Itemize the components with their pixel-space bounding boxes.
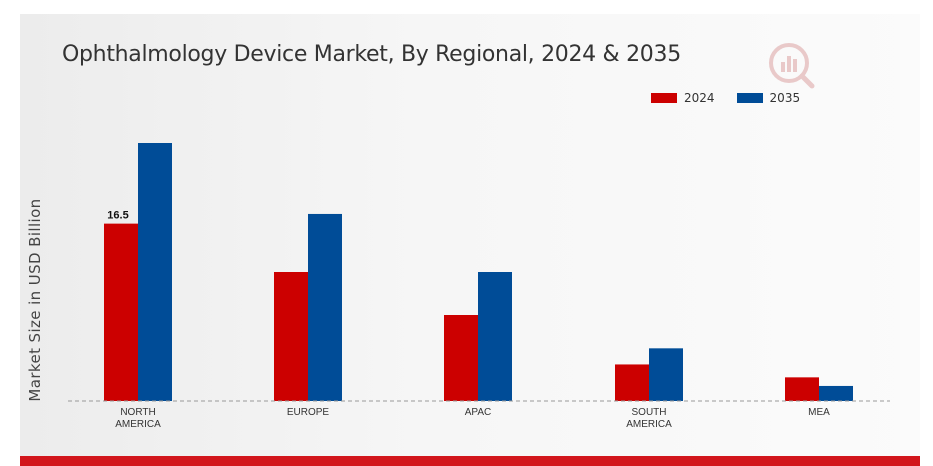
bar-2024-4: [785, 377, 819, 401]
x-tick-label: MEA: [808, 407, 830, 418]
bar-2035-4: [819, 385, 853, 401]
bar-2024-1: [274, 272, 308, 401]
data-label: 16.5: [107, 210, 128, 222]
legend-swatch-2024: [651, 93, 677, 103]
x-tick-label: AMERICA: [626, 419, 672, 430]
bar-2035-2: [478, 272, 512, 401]
bar-2035-3: [649, 348, 683, 401]
x-tick-label: AMERICA: [115, 419, 161, 430]
legend-swatch-2035: [736, 93, 763, 103]
x-tick-label: NORTH: [120, 407, 155, 418]
brand-logo-icon: [769, 43, 815, 89]
legend-label-2024: 2024: [684, 91, 715, 105]
bar-2024-2: [444, 315, 478, 401]
x-tick-label: EUROPE: [287, 407, 330, 418]
bar-2035-1: [308, 213, 342, 401]
legend-item-2035: 2035: [736, 91, 801, 105]
legend-label-2035: 2035: [769, 91, 801, 105]
legend-item-2024: 2024: [651, 91, 715, 105]
bar-2035-0: [138, 143, 172, 401]
chart-title: Ophthalmology Device Market, By Regional…: [62, 42, 681, 67]
bar-2024-0: [104, 223, 138, 401]
legend: 2024 2035: [651, 91, 822, 105]
bottom-accent-bar: [20, 456, 920, 466]
x-tick-label: SOUTH: [632, 407, 667, 418]
bar-2024-3: [615, 364, 649, 401]
x-tick-label: APAC: [465, 407, 492, 418]
